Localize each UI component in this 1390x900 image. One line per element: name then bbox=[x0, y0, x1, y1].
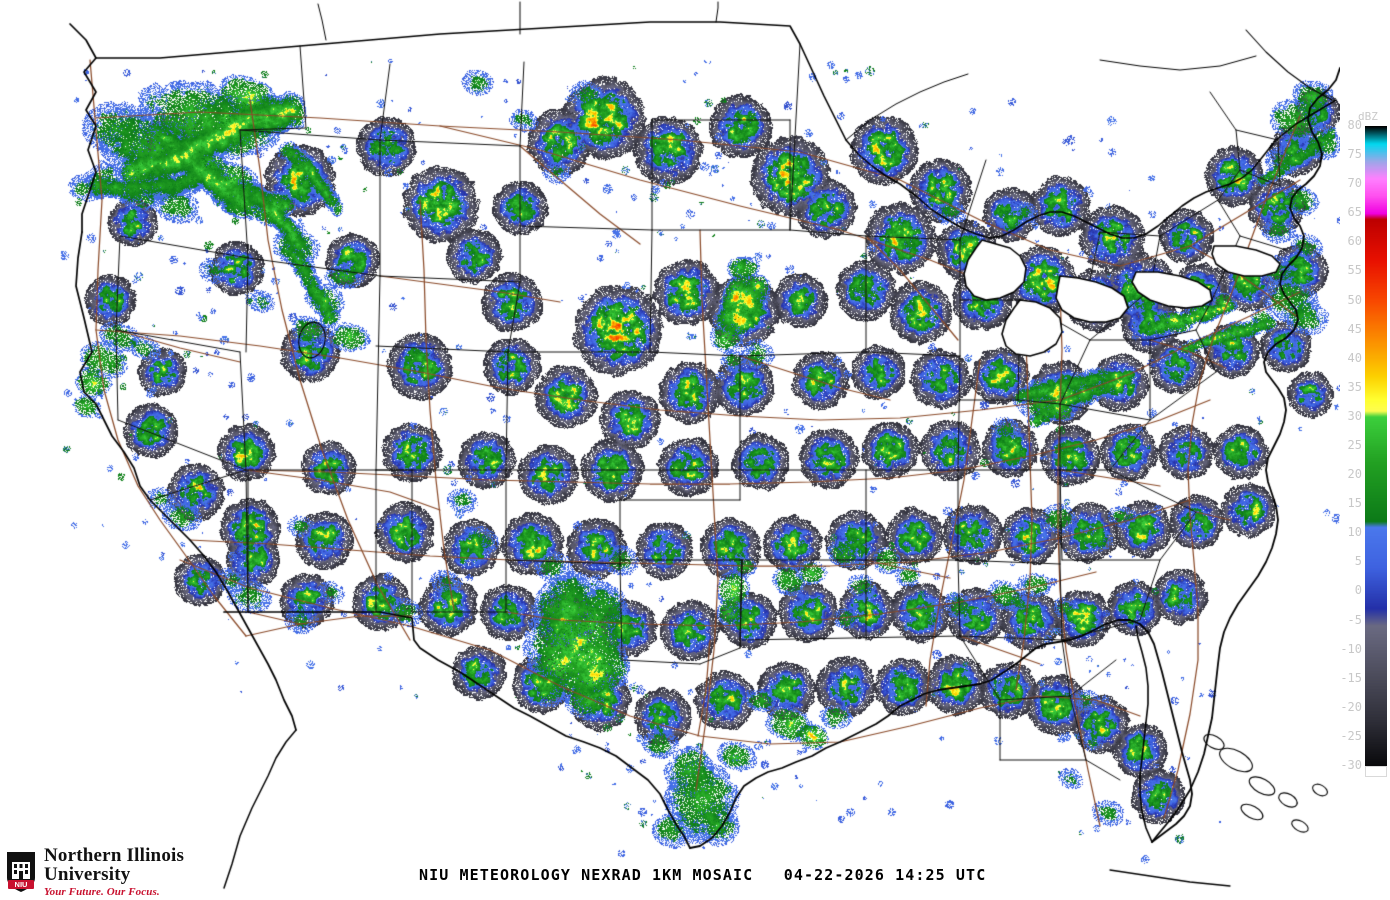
colorbar-tick-20: 20 bbox=[1347, 467, 1362, 482]
dbz-colorbar bbox=[1365, 126, 1387, 766]
colorbar-tick-10: 10 bbox=[1347, 525, 1362, 540]
colorbar-tick-minus30: -30 bbox=[1340, 758, 1362, 772]
colorbar-tick-minus25: -25 bbox=[1340, 728, 1362, 743]
colorbar-tick-40: 40 bbox=[1347, 350, 1362, 365]
niu-badge-text: NIU bbox=[15, 880, 28, 889]
colorbar-tick-minus20: -20 bbox=[1340, 699, 1362, 714]
colorbar-tick-35: 35 bbox=[1347, 379, 1362, 394]
castle-icon: NIU bbox=[7, 852, 35, 892]
niu-wordmark: Northern Illinois University Your Future… bbox=[44, 846, 256, 898]
colorbar-tick-25: 25 bbox=[1347, 438, 1362, 452]
colorbar-tick-45: 45 bbox=[1347, 321, 1362, 336]
product-caption: NIU METEOROLOGY NEXRAD 1KM MOSAIC 04-22-… bbox=[419, 866, 987, 884]
university-name: Northern Illinois University bbox=[44, 845, 185, 885]
colorbar-tick-75: 75 bbox=[1347, 147, 1362, 162]
map-viewport[interactable] bbox=[0, 0, 1340, 900]
colorbar-tick-labels: 80 75 70 65 60 55 50 45 40 35 30 25 20 15 10 5 0 -5 -10 -15… bbox=[1316, 0, 1362, 900]
colorbar-tick-30: 30 bbox=[1347, 408, 1362, 423]
colorbar-tick-65: 65 bbox=[1347, 205, 1362, 220]
colorbar-tick-5: 5 bbox=[1354, 554, 1362, 569]
university-tagline: Your Future. Our Focus. bbox=[44, 886, 160, 898]
colorbar-tick-80: 80 bbox=[1347, 118, 1362, 132]
colorbar-tick-0: 0 bbox=[1354, 583, 1362, 598]
niu-logo[interactable]: NIU Northern Illinois University Your Fu… bbox=[6, 846, 256, 898]
colorbar-tick-minus10: -10 bbox=[1340, 641, 1362, 656]
basemap-geography-layer bbox=[0, 0, 1340, 900]
colorbar-tick-50: 50 bbox=[1347, 292, 1362, 307]
niu-castle-icon: NIU bbox=[6, 850, 36, 894]
colorbar-tick-15: 15 bbox=[1347, 496, 1362, 511]
colorbar-tick-minus5: -5 bbox=[1347, 612, 1362, 627]
colorbar-tick-60: 60 bbox=[1347, 234, 1362, 249]
colorbar-endcap bbox=[1365, 766, 1387, 777]
colorbar-tick-55: 55 bbox=[1347, 263, 1362, 278]
colorbar-units-label: dBZ bbox=[1358, 110, 1378, 123]
colorbar-tick-70: 70 bbox=[1347, 176, 1362, 191]
colorbar-tick-minus15: -15 bbox=[1340, 670, 1362, 685]
